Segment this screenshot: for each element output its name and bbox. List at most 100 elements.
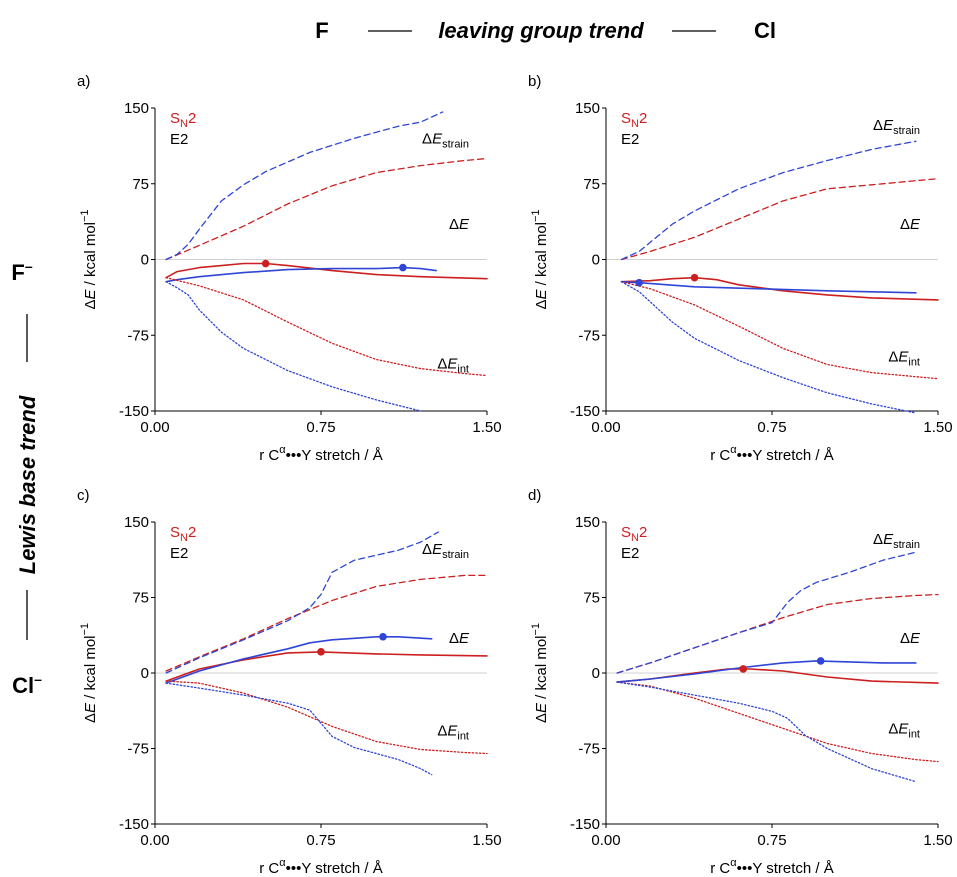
label-strain-sub: strain <box>442 138 469 150</box>
x-label-alpha: α <box>279 857 286 869</box>
label-int-delta: Δ <box>888 349 898 366</box>
side-f-label: F– <box>11 258 32 285</box>
sn2-dotted-line <box>165 680 488 755</box>
e2-dotted-line <box>165 682 433 776</box>
e2-solid-line <box>616 660 917 683</box>
label-strain-delta: Δ <box>422 541 432 558</box>
x-tick-label: 1.50 <box>472 419 501 436</box>
y-tick-label: 0 <box>592 252 600 269</box>
y-axis-label: ΔE / kcal mol−1 <box>530 623 550 723</box>
label-delta-e-int: ΔEint <box>437 722 469 742</box>
y-tick-label: 150 <box>575 514 600 531</box>
legend-e2: E2 <box>621 545 639 562</box>
y-tick-label: -75 <box>127 327 149 344</box>
label-strain-delta: Δ <box>873 531 883 548</box>
label-de-e: E <box>910 630 921 647</box>
y-label-delta: Δ <box>82 300 99 310</box>
y-label-delta: Δ <box>533 300 550 310</box>
sn2-solid-line <box>616 668 939 684</box>
x-tick-label: 0.00 <box>591 419 620 436</box>
label-delta-e: ΔE <box>449 216 470 233</box>
x-label-rest: •••Y stretch / Å <box>737 860 834 877</box>
label-de-delta: Δ <box>449 216 459 233</box>
x-label-rest: •••Y stretch / Å <box>737 447 834 464</box>
y-label-exp: −1 <box>79 209 91 222</box>
y-tick-label: 150 <box>124 514 149 531</box>
legend-e2: E2 <box>170 545 188 562</box>
sn2-dashed-line <box>165 574 488 672</box>
x-tick-label: 0.75 <box>306 832 335 849</box>
y-tick-label: -75 <box>578 327 600 344</box>
label-delta-e: ΔE <box>900 216 921 233</box>
y-label-e: E <box>82 702 99 713</box>
e2-dashed-line <box>165 531 439 674</box>
e2-solid-line <box>165 635 433 684</box>
legend-sn2-n: N <box>631 532 639 544</box>
panel-letter: a) <box>77 73 90 90</box>
legend-sn2-s: S <box>170 524 180 541</box>
x-label-alpha: α <box>279 444 286 456</box>
x-label-alpha: α <box>730 857 737 869</box>
label-strain-delta: Δ <box>422 130 432 147</box>
sn2-dashed-line <box>620 178 939 261</box>
label-de-delta: Δ <box>900 630 910 647</box>
e2-dotted-line <box>616 681 917 783</box>
label-int-delta: Δ <box>888 720 898 737</box>
y-tick-label: 150 <box>124 100 149 117</box>
legend-sn2-s: S <box>170 110 180 127</box>
label-delta-e-int: ΔEint <box>437 356 469 376</box>
y-tick-label: 0 <box>592 665 600 682</box>
x-tick-label: 0.75 <box>306 419 335 436</box>
x-tick-label: 1.50 <box>923 832 952 849</box>
header-cl-label: Cl <box>754 18 776 43</box>
legend-sn2-2: 2 <box>639 110 647 127</box>
sn2-solid-line <box>165 262 488 280</box>
label-delta-e: ΔE <box>900 630 921 647</box>
y-tick-label: 75 <box>132 590 149 607</box>
leaving-group-header: F leaving group trend Cl <box>315 18 776 43</box>
e2-ts-marker <box>399 263 407 272</box>
sn2-ts-marker <box>261 259 270 268</box>
label-int-e: E <box>898 720 909 737</box>
x-axis-label: r Cα•••Y stretch / Å <box>259 444 383 464</box>
legend-sn2-2: 2 <box>188 110 196 127</box>
legend-sn2: SN2 <box>170 110 196 130</box>
x-label-r: r C <box>259 860 279 877</box>
x-tick-label: 0.75 <box>757 832 786 849</box>
label-de-delta: Δ <box>449 630 459 647</box>
label-int-e: E <box>898 349 909 366</box>
e2-solid-line <box>165 266 437 283</box>
legend-sn2-n: N <box>631 118 639 130</box>
x-tick-label: 1.50 <box>923 419 952 436</box>
panel-letter: d) <box>528 487 541 504</box>
y-label-exp: −1 <box>530 209 542 222</box>
y-axis-label: ΔE / kcal mol−1 <box>79 623 99 723</box>
x-label-rest: •••Y stretch / Å <box>286 447 383 464</box>
sn2-dashed-line <box>165 157 488 261</box>
label-strain-e: E <box>883 117 894 134</box>
e2-dashed-line <box>620 140 917 261</box>
sn2-dotted-line <box>620 281 939 380</box>
label-de-e: E <box>459 630 470 647</box>
legend-sn2: SN2 <box>621 524 647 544</box>
label-delta-e-strain: ΔEstrain <box>873 117 920 137</box>
sn2-ts-marker <box>690 273 699 282</box>
label-delta-e: ΔE <box>449 630 470 647</box>
label-de-e: E <box>910 216 921 233</box>
e2-dashed-line <box>165 111 444 261</box>
label-strain-sub: strain <box>893 539 920 551</box>
label-int-sub: int <box>457 364 469 376</box>
label-int-sub: int <box>908 728 920 740</box>
header-f-label: F <box>315 18 328 43</box>
x-axis-label: r Cα•••Y stretch / Å <box>710 444 834 464</box>
y-tick-label: 75 <box>583 590 600 607</box>
legend-sn2: SN2 <box>170 524 196 544</box>
e2-ts-marker <box>379 632 387 641</box>
y-label-e: E <box>533 702 550 713</box>
x-tick-label: 0.00 <box>140 419 169 436</box>
